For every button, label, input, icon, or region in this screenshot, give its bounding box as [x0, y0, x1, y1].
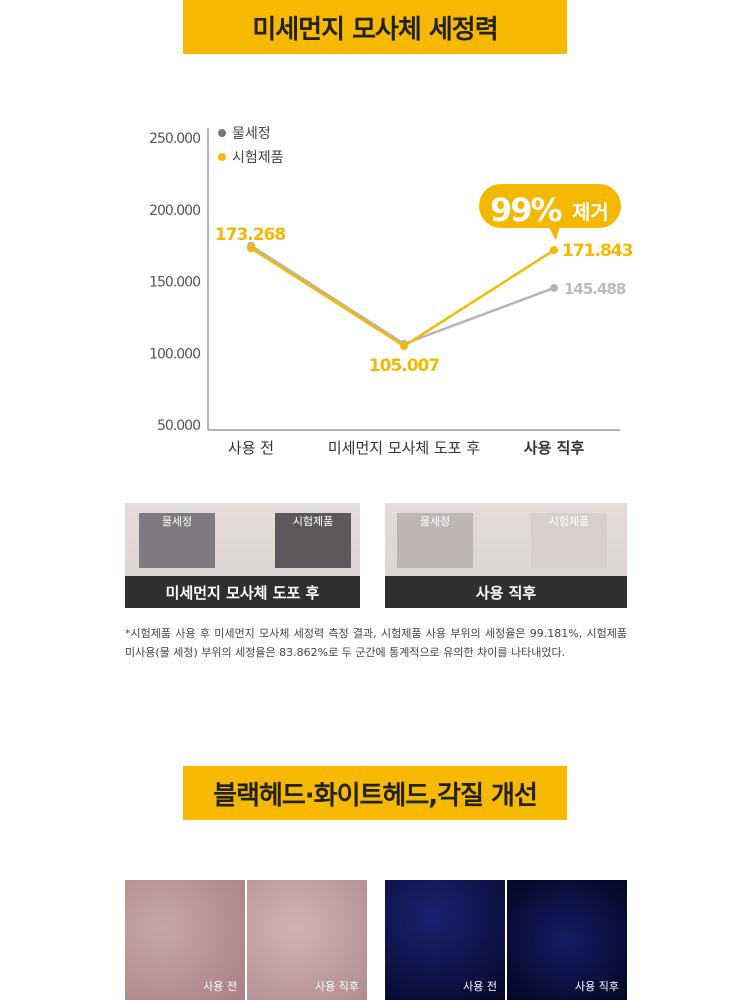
skin-uv-photo: 사용 전 [385, 880, 505, 1000]
skin-photo-label: 사용 전 [203, 980, 237, 993]
swatch-label: 시험제품 [292, 515, 334, 528]
photo-area: 물세정 시험제품 미세먼지 모사체 도포 후 물세정 시험제품 사용 직후 [125, 503, 627, 608]
y-tick-label: 250.000 [149, 131, 200, 147]
x-tick-label: 사용 직후 [524, 439, 585, 457]
skin-photo: 사용 직후 [247, 880, 367, 1000]
data-label: 145.488 [564, 280, 626, 298]
legend-label: 물세정 [232, 126, 271, 142]
data-label: 171.843 [562, 241, 633, 261]
skin-photo-label: 사용 전 [463, 980, 497, 993]
photo-caption: 미세먼지 모사체 도포 후 [125, 576, 360, 608]
callout-tail [548, 226, 560, 240]
swatch-label: 물세정 [161, 515, 193, 528]
y-tick-label: 50.000 [157, 418, 200, 434]
swatch-product [275, 513, 351, 568]
swatch-label: 시험제품 [548, 515, 590, 528]
x-tick-label: 미세먼지 모사체 도포 후 [328, 439, 481, 457]
series-line-water [250, 244, 555, 346]
photo-caption: 사용 직후 [385, 576, 627, 608]
section-title-banner: 블랙헤드·화이트헤드,각질 개선 [183, 766, 567, 820]
skin-uv-photo: 사용 직후 [507, 880, 627, 1000]
y-tick-label: 200.000 [149, 203, 200, 219]
callout-bubble [479, 184, 621, 228]
callout-percent: 99% [490, 191, 563, 229]
skin-photo-label: 사용 직후 [315, 980, 359, 993]
swatch-water [397, 513, 473, 568]
photo-after-use: 물세정 시험제품 사용 직후 [385, 503, 627, 608]
footnote: *시험제품 사용 후 미세먼지 모사체 세정력 측정 결과, 시험제품 사용 부… [125, 627, 627, 659]
data-label: 173.268 [215, 225, 286, 245]
data-point [550, 283, 558, 292]
legend-marker [218, 153, 226, 161]
legend-label: 시험제품 [232, 150, 284, 166]
data-label: 105.007 [369, 356, 440, 376]
skin-photo: 사용 전 [125, 880, 245, 1000]
series-line-product [250, 247, 555, 348]
section-title: 미세먼지 모사체 세정력 [252, 14, 498, 45]
photo-after-application: 물세정 시험제품 미세먼지 모사체 도포 후 [125, 503, 360, 608]
swatch-water [139, 513, 215, 568]
legend-marker [218, 129, 226, 137]
swatch-label: 물세정 [419, 515, 451, 528]
data-point [247, 244, 255, 253]
callout-text: 제거 [572, 200, 609, 224]
line-chart: 250.000 200.000 150.000 100.000 50.000 사용 전 미세… [149, 126, 634, 457]
section-title-banner: 미세먼지 모사체 세정력 [183, 0, 567, 54]
skin-photo-label: 사용 직후 [575, 980, 619, 993]
y-tick-label: 100.000 [149, 346, 200, 362]
x-tick-label: 사용 전 [228, 439, 274, 457]
data-point [400, 342, 408, 351]
section-title: 블랙헤드·화이트헤드,각질 개선 [213, 780, 538, 811]
y-tick-label: 150.000 [149, 275, 200, 291]
swatch-product [531, 513, 607, 568]
data-point [550, 246, 558, 255]
